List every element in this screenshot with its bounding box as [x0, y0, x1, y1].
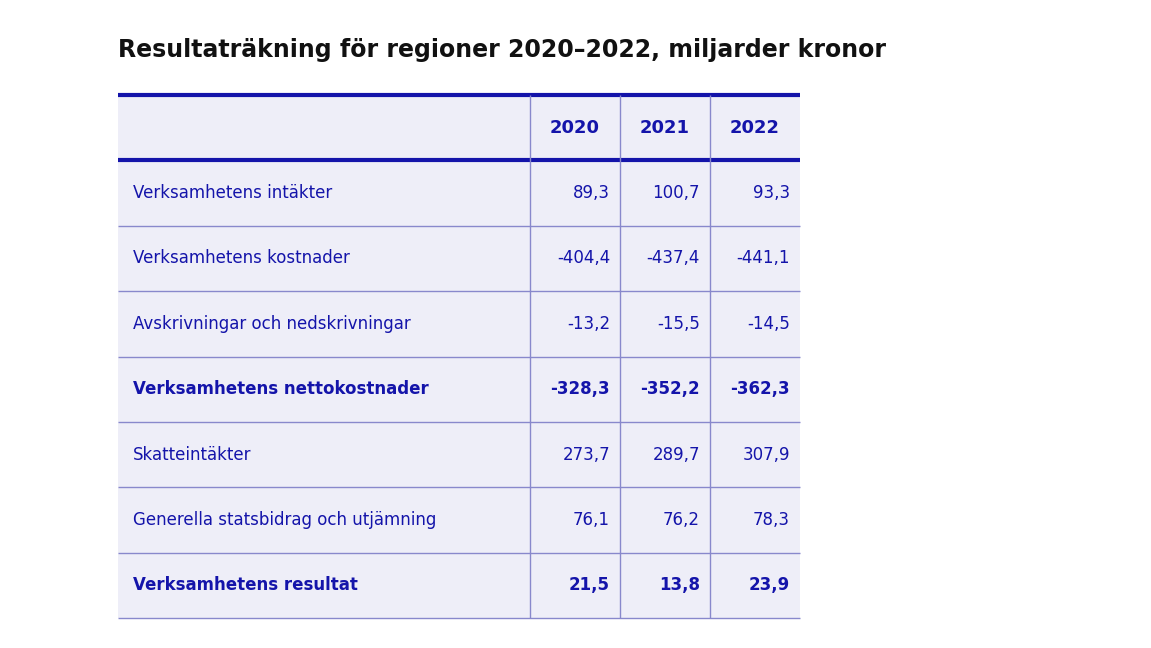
Text: Generella statsbidrag och utjämning: Generella statsbidrag och utjämning: [134, 511, 436, 529]
Text: 23,9: 23,9: [749, 576, 790, 594]
Text: 289,7: 289,7: [653, 446, 700, 463]
Text: 76,2: 76,2: [663, 511, 700, 529]
Text: -15,5: -15,5: [657, 315, 700, 333]
Text: -328,3: -328,3: [550, 380, 610, 398]
Text: Verksamhetens intäkter: Verksamhetens intäkter: [134, 184, 333, 202]
Text: 21,5: 21,5: [569, 576, 610, 594]
Text: Verksamhetens kostnader: Verksamhetens kostnader: [134, 249, 350, 268]
Text: Skatteintäkter: Skatteintäkter: [134, 446, 252, 463]
Text: -14,5: -14,5: [747, 315, 790, 333]
Text: -13,2: -13,2: [567, 315, 610, 333]
Text: -441,1: -441,1: [737, 249, 790, 268]
Text: 78,3: 78,3: [753, 511, 790, 529]
Text: 100,7: 100,7: [653, 184, 700, 202]
Text: 273,7: 273,7: [563, 446, 610, 463]
Text: -437,4: -437,4: [647, 249, 700, 268]
Text: Resultaträkning för regioner 2020–2022, miljarder kronor: Resultaträkning för regioner 2020–2022, …: [119, 38, 886, 62]
Text: 93,3: 93,3: [753, 184, 790, 202]
Text: 307,9: 307,9: [742, 446, 790, 463]
Text: -404,4: -404,4: [557, 249, 610, 268]
Text: 13,8: 13,8: [660, 576, 700, 594]
Text: -352,2: -352,2: [640, 380, 700, 398]
Text: -362,3: -362,3: [731, 380, 790, 398]
Text: 2021: 2021: [640, 119, 689, 137]
Text: Avskrivningar och nedskrivningar: Avskrivningar och nedskrivningar: [134, 315, 411, 333]
Text: 2022: 2022: [730, 119, 780, 137]
Text: 76,1: 76,1: [573, 511, 610, 529]
Text: 89,3: 89,3: [573, 184, 610, 202]
Text: Verksamhetens resultat: Verksamhetens resultat: [134, 576, 358, 594]
Text: 2020: 2020: [550, 119, 600, 137]
Text: Verksamhetens nettokostnader: Verksamhetens nettokostnader: [134, 380, 429, 398]
